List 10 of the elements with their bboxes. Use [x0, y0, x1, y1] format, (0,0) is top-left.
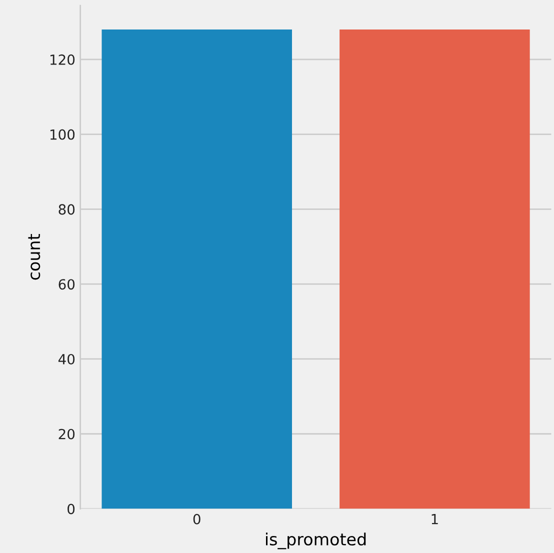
y-tick-label: 100	[50, 129, 75, 140]
y-tick-label: 60	[58, 279, 75, 290]
y-tick-label: 0	[68, 504, 75, 514]
x-axis-title: is_promoted	[266, 532, 366, 550]
y-tick-label: 40	[58, 354, 75, 364]
y-tick-label: 20	[58, 428, 75, 440]
y-axis-title: count	[28, 234, 40, 280]
x-tick-label: 1	[432, 514, 438, 524]
y-tick-label: 80	[58, 204, 75, 215]
y-tick-label: 120	[50, 54, 75, 65]
